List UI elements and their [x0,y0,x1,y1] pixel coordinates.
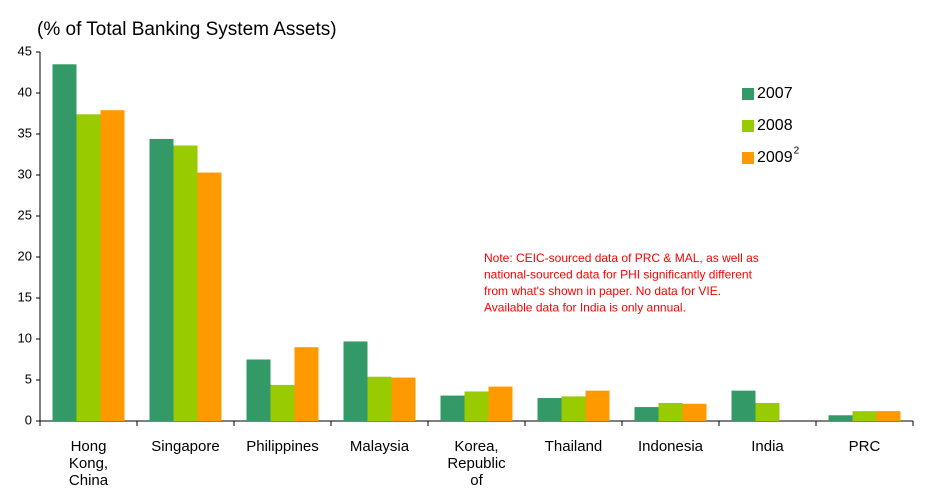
legend-label: 2009 [757,149,793,166]
bar [76,114,101,421]
bar [149,138,174,422]
x-tick-label: Korea, Republic of [447,438,506,489]
y-tick-label: 5 [25,371,32,386]
bar [852,411,877,421]
bar [294,347,319,421]
bar [585,390,610,421]
bar [634,407,659,421]
bar [197,172,222,421]
annotation: from what's shown in paper. No data for … [484,284,721,298]
bar [755,402,780,421]
bar [367,376,392,421]
x-tick-label: India [751,438,784,455]
legend-label: 2007 [757,85,793,102]
bar [246,359,271,421]
legend-marker: 2 [794,146,800,157]
x-tick-label: Singapore [151,438,220,455]
y-tick-label: 15 [18,289,32,304]
x-tick-label: PRC [848,438,881,455]
y-tick-label: 25 [18,207,32,222]
bar [876,411,901,421]
y-tick-label: 0 [25,412,32,427]
bar [682,403,707,421]
legend-swatch [742,152,754,164]
y-tick-label: 35 [18,125,32,140]
bar [537,398,562,421]
x-tick-label: Hong Kong, China [68,438,109,489]
bar [391,377,416,421]
bar [731,390,756,421]
legend-swatch [742,120,754,132]
x-tick-label: Malaysia [349,438,410,455]
legend-label: 2008 [757,117,793,134]
x-tick-label: Philippines [246,438,319,455]
bar [52,64,77,422]
y-tick-label: 20 [18,248,32,263]
annotation: Note: CEIC-sourced data of PRC & MAL, as… [484,251,759,265]
bar [464,391,489,421]
bar [173,145,198,422]
y-tick-label: 30 [18,166,32,181]
annotation: Available data for India is only annual. [484,301,686,315]
bar [488,386,513,421]
bar [658,402,683,421]
y-tick-label: 40 [18,84,32,99]
bar [440,395,465,421]
bar [270,384,295,421]
bar [828,415,853,421]
annotation: national-sourced data for PHI significan… [484,268,753,282]
x-tick-label: Thailand [544,438,603,455]
chart-title: (% of Total Banking System Assets) [37,19,337,40]
bar [100,110,125,421]
y-tick-label: 45 [18,43,32,58]
bar [561,396,586,421]
bar [343,341,368,421]
legend-swatch [742,88,754,100]
y-tick-label: 10 [18,330,32,345]
x-tick-label: Indonesia [637,438,704,455]
